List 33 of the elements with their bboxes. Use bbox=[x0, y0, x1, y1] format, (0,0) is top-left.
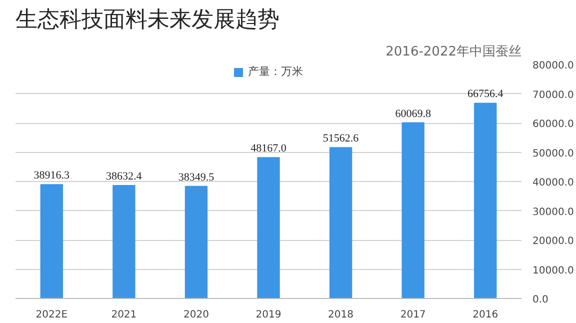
x-tick-label: 2022E bbox=[36, 310, 68, 320]
y-tick-label: 10000.0 bbox=[532, 265, 574, 276]
x-tick-label: 2017 bbox=[400, 310, 426, 320]
text: 66756.4 bbox=[467, 88, 504, 100]
y-tick-label: 50000.0 bbox=[532, 148, 574, 160]
text: 48167.0 bbox=[250, 142, 286, 155]
text: 51562.6 bbox=[322, 132, 359, 145]
x-tick-label: 2020 bbox=[183, 310, 209, 320]
bar bbox=[474, 102, 497, 298]
bar bbox=[112, 185, 136, 298]
text: 60069.8 bbox=[395, 108, 431, 120]
x-tick-label: 2021 bbox=[111, 310, 137, 320]
text: 38916.3 bbox=[34, 170, 70, 182]
y-tick-label: 40000.0 bbox=[532, 178, 574, 188]
x-tick-label: 2019 bbox=[256, 310, 282, 320]
y-tick-label: 60000.0 bbox=[532, 119, 574, 130]
y-tick-label: 80000.0 bbox=[532, 60, 574, 72]
bar bbox=[329, 147, 352, 298]
x-tick-label: 2016 bbox=[472, 310, 498, 320]
bar bbox=[257, 157, 280, 298]
chart-subtitle: 2016-2022年中国蚕丝 bbox=[386, 44, 522, 60]
y-tick-label: 30000.0 bbox=[532, 206, 574, 218]
legend-label: 产量：万米 bbox=[248, 64, 303, 79]
y-tick-label: 20000.0 bbox=[532, 236, 574, 247]
text: 38349.5 bbox=[178, 171, 214, 184]
y-tick-label: 70000.0 bbox=[532, 90, 574, 101]
chart-title: 生态科技面料未来发展趋势 bbox=[16, 8, 280, 32]
y-tick-label: 0.0 bbox=[532, 294, 548, 306]
bar bbox=[40, 184, 63, 298]
bar bbox=[184, 186, 208, 298]
x-tick-label: 2018 bbox=[328, 310, 354, 320]
bar bbox=[402, 122, 424, 298]
text: 38632.4 bbox=[106, 170, 142, 182]
